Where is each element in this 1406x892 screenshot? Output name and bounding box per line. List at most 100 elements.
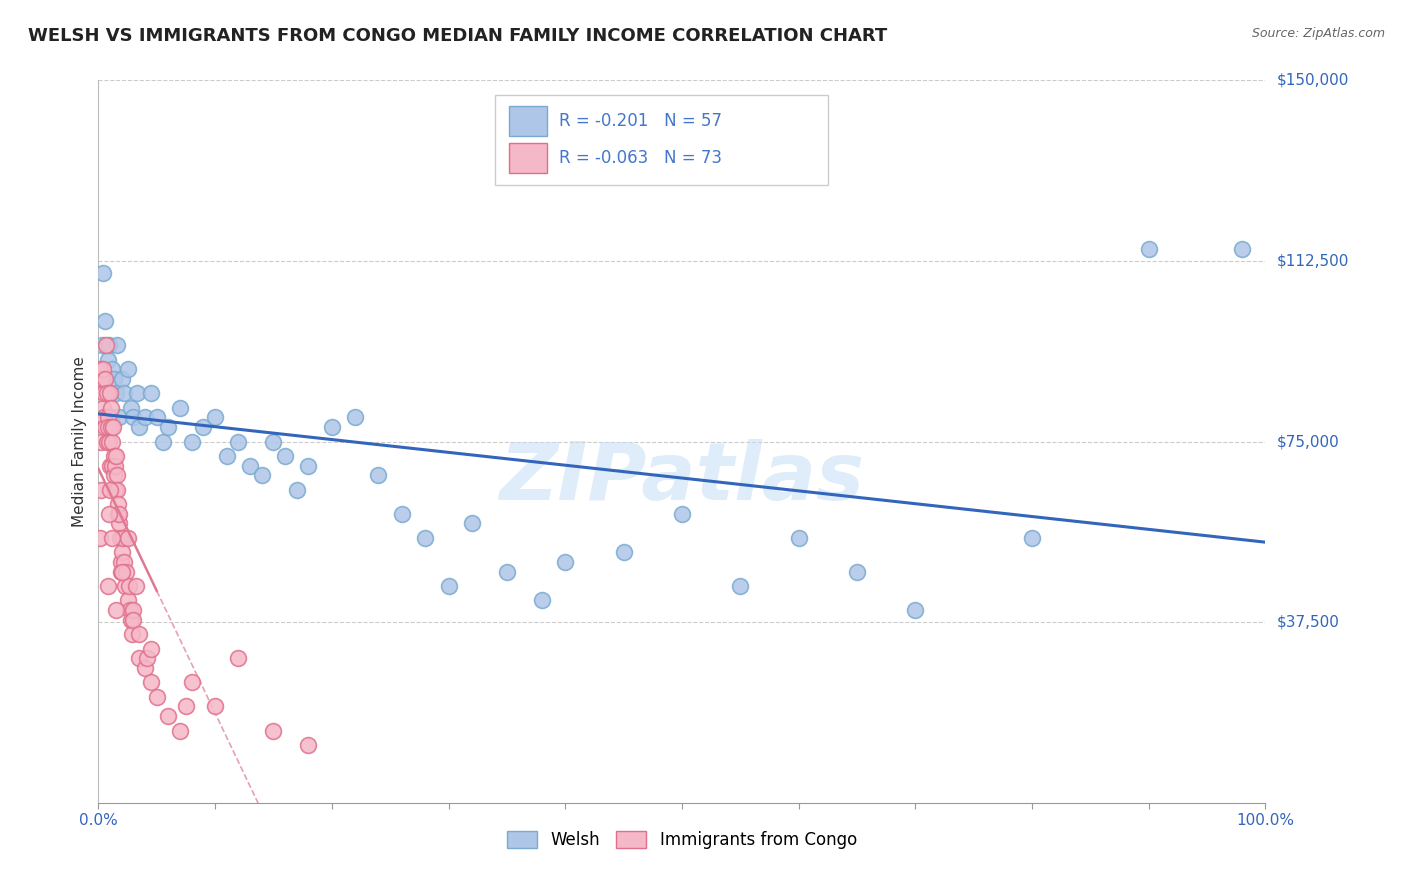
Text: R = -0.201   N = 57: R = -0.201 N = 57 xyxy=(560,112,723,129)
Point xyxy=(297,738,319,752)
Point xyxy=(98,386,121,401)
Point xyxy=(104,458,127,473)
Text: WELSH VS IMMIGRANTS FROM CONGO MEDIAN FAMILY INCOME CORRELATION CHART: WELSH VS IMMIGRANTS FROM CONGO MEDIAN FA… xyxy=(28,27,887,45)
Point xyxy=(105,483,128,497)
Text: $75,000: $75,000 xyxy=(1277,434,1340,449)
Point xyxy=(101,434,124,449)
Point xyxy=(118,603,141,617)
Point xyxy=(96,434,118,449)
Point xyxy=(104,449,127,463)
Point xyxy=(90,372,112,386)
Point xyxy=(104,483,127,497)
Point xyxy=(239,458,262,473)
Point xyxy=(103,372,125,386)
Point xyxy=(204,699,226,714)
Legend: Welsh, Immigrants from Congo: Welsh, Immigrants from Congo xyxy=(501,824,863,856)
Point xyxy=(94,314,117,328)
Point xyxy=(93,386,115,401)
Point xyxy=(787,531,810,545)
Y-axis label: Median Family Income: Median Family Income xyxy=(72,356,87,527)
Text: $112,500: $112,500 xyxy=(1277,253,1348,268)
Point xyxy=(114,579,136,593)
Text: ZIPatlas: ZIPatlas xyxy=(499,439,865,516)
Point xyxy=(139,386,162,401)
Point xyxy=(90,483,112,497)
Point xyxy=(89,531,111,545)
Point xyxy=(730,579,752,593)
Point xyxy=(112,386,135,401)
Point xyxy=(91,401,114,415)
Point xyxy=(204,410,226,425)
Point xyxy=(612,545,634,559)
Point xyxy=(1021,531,1043,545)
Point xyxy=(97,579,120,593)
Text: Source: ZipAtlas.com: Source: ZipAtlas.com xyxy=(1251,27,1385,40)
Point xyxy=(180,434,202,449)
Point xyxy=(122,613,145,627)
Text: R = -0.063   N = 73: R = -0.063 N = 73 xyxy=(560,149,723,168)
Point xyxy=(215,449,238,463)
Point xyxy=(105,468,128,483)
Point xyxy=(108,507,131,521)
Point xyxy=(262,434,284,449)
Point xyxy=(152,434,174,449)
Point xyxy=(111,545,134,559)
Point xyxy=(94,338,117,352)
Point xyxy=(904,603,927,617)
Point xyxy=(97,434,120,449)
Point xyxy=(100,410,122,425)
Point xyxy=(104,386,127,401)
Point xyxy=(128,627,150,641)
Text: $150,000: $150,000 xyxy=(1277,73,1348,87)
Point xyxy=(96,386,118,401)
Point xyxy=(101,458,124,473)
Point xyxy=(108,516,131,531)
Point xyxy=(413,531,436,545)
Point xyxy=(90,434,112,449)
Point xyxy=(111,531,134,545)
Point xyxy=(98,386,121,401)
Point xyxy=(117,593,139,607)
Point xyxy=(101,531,124,545)
Point xyxy=(128,651,150,665)
Point xyxy=(321,420,343,434)
Point xyxy=(93,410,115,425)
Point xyxy=(120,613,142,627)
Point xyxy=(104,603,127,617)
Point xyxy=(121,627,143,641)
Point xyxy=(134,410,156,425)
Point xyxy=(228,651,250,665)
Point xyxy=(111,372,134,386)
Point xyxy=(671,507,693,521)
Point xyxy=(122,603,145,617)
Point xyxy=(146,410,169,425)
Point xyxy=(89,362,111,376)
Point xyxy=(169,401,191,415)
Point xyxy=(101,420,124,434)
Point xyxy=(98,483,121,497)
Point xyxy=(100,420,122,434)
Point xyxy=(107,497,129,511)
Point xyxy=(1137,242,1160,256)
Point xyxy=(125,579,148,593)
Point xyxy=(97,338,120,352)
Bar xyxy=(509,105,547,136)
Point xyxy=(193,420,215,434)
Point xyxy=(136,651,159,665)
Point xyxy=(437,579,460,593)
Point xyxy=(139,675,162,690)
Point xyxy=(285,483,308,497)
Point xyxy=(180,675,202,690)
Point xyxy=(391,507,413,521)
Point xyxy=(97,410,120,425)
Point xyxy=(100,401,122,415)
Point xyxy=(128,420,150,434)
Point xyxy=(344,410,367,425)
Point xyxy=(169,723,191,738)
Point xyxy=(117,531,139,545)
Point xyxy=(157,420,180,434)
Point xyxy=(111,565,134,579)
Point xyxy=(103,449,125,463)
Point xyxy=(115,565,138,579)
Point xyxy=(120,401,142,415)
